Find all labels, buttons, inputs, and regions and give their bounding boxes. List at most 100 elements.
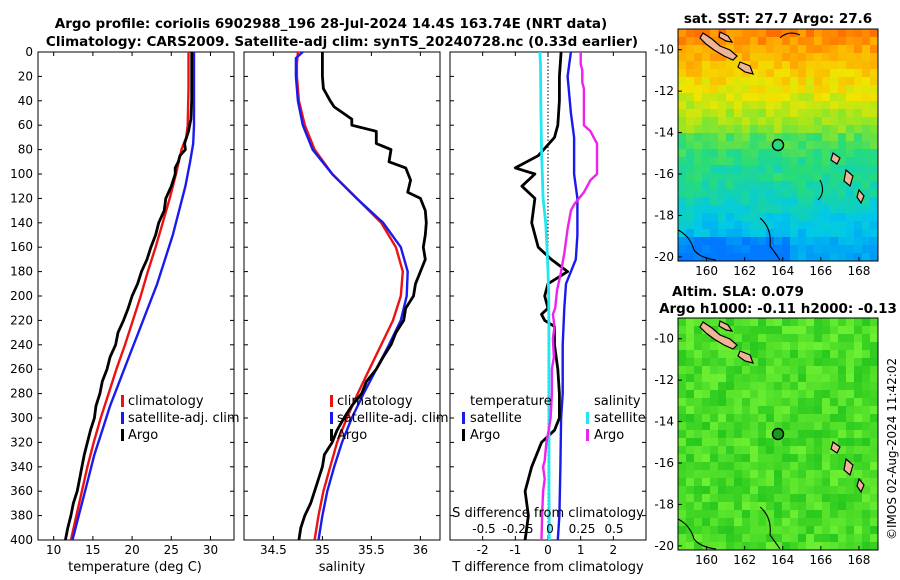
sst-cell — [710, 29, 719, 38]
sla-cell — [782, 470, 791, 479]
sst-cell — [734, 165, 743, 174]
sla-cell — [702, 510, 711, 519]
sla-cell — [694, 422, 703, 431]
sst-cell — [726, 141, 735, 150]
x-tick-label: 35 — [315, 543, 330, 557]
sla-cell — [726, 334, 735, 343]
sla-cell — [798, 422, 807, 431]
sla-cell — [822, 414, 831, 423]
sla-cell — [678, 550, 687, 559]
sst-cell — [742, 117, 751, 126]
sla-cell — [846, 478, 855, 487]
y-tick-label: 280 — [10, 387, 33, 401]
sst-cell — [774, 141, 783, 150]
sst-cell — [830, 197, 839, 206]
sla-cell — [710, 390, 719, 399]
sst-cell — [774, 101, 783, 110]
sst-cell — [806, 101, 815, 110]
sst-cell — [830, 93, 839, 102]
sst-cell — [790, 205, 799, 214]
sla-cell — [702, 438, 711, 447]
sla-cell — [734, 502, 743, 511]
sst-cell — [830, 85, 839, 94]
sst-cell — [678, 117, 687, 126]
sla-cell — [758, 494, 767, 503]
sla-cell — [742, 342, 751, 351]
sla-cell — [718, 550, 727, 559]
sla-cell — [726, 526, 735, 535]
sla-cell — [750, 382, 759, 391]
sst-cell — [806, 189, 815, 198]
sst-cell — [798, 157, 807, 166]
sla-cell — [822, 518, 831, 527]
legend-swatch-argo — [121, 429, 124, 441]
sla-cell — [806, 446, 815, 455]
sla-cell — [782, 318, 791, 327]
sla-cell — [790, 486, 799, 495]
sla-cell — [702, 406, 711, 415]
sla-cell — [766, 382, 775, 391]
sla-cell — [798, 462, 807, 471]
sla-cell — [862, 542, 871, 550]
y-tick-label: 40 — [18, 94, 33, 108]
sst-cell — [798, 141, 807, 150]
sla-cell — [694, 526, 703, 535]
sla-cell — [814, 526, 823, 535]
sla-cell — [862, 350, 871, 359]
sst-cell — [694, 245, 703, 254]
sla-cell — [838, 342, 847, 351]
sla-cell — [838, 542, 847, 550]
sla-cell — [790, 358, 799, 367]
sst-cell — [766, 149, 775, 158]
sla-cell — [790, 430, 799, 439]
sla-cell — [782, 414, 791, 423]
sla-cell — [798, 486, 807, 495]
sla-cell — [766, 470, 775, 479]
sla-cell — [726, 382, 735, 391]
sst-cell — [734, 101, 743, 110]
sla-cell — [678, 334, 687, 343]
sla-cell — [726, 358, 735, 367]
sst-cell — [814, 45, 823, 54]
sst-cell — [758, 37, 767, 46]
legend-swatch-satellite — [121, 412, 124, 424]
sst-cell — [726, 221, 735, 230]
sst-cell — [846, 37, 855, 46]
sla-cell — [766, 454, 775, 463]
sla-cell — [774, 382, 783, 391]
sst-cell — [766, 69, 775, 78]
y-tick-label: 140 — [10, 216, 33, 230]
sla-cell — [750, 478, 759, 487]
sla-cell — [846, 398, 855, 407]
sst-cell — [678, 93, 687, 102]
sst-cell — [862, 229, 871, 238]
sst-cell — [814, 101, 823, 110]
sla-cell — [686, 358, 695, 367]
sst-cell — [686, 69, 695, 78]
sst-cell — [878, 45, 887, 54]
sla-cell — [790, 406, 799, 415]
sla-cell — [710, 510, 719, 519]
sst-cell — [814, 133, 823, 142]
sst-cell — [862, 53, 871, 62]
sst-cell — [846, 53, 855, 62]
sst-cell — [798, 77, 807, 86]
sst-cell — [790, 181, 799, 190]
sla-cell — [694, 518, 703, 527]
sla-cell — [734, 446, 743, 455]
sla-cell — [830, 422, 839, 431]
sst-cell — [742, 237, 751, 246]
sla-cell — [758, 390, 767, 399]
sla-cell — [726, 462, 735, 471]
difference-legend-salinity: salinity satellite Argo — [586, 394, 646, 443]
sst-cell — [774, 221, 783, 230]
sst-cell — [798, 45, 807, 54]
argo-position-marker — [771, 427, 785, 441]
sst-cell — [854, 237, 863, 246]
sst-cell — [758, 261, 767, 270]
sla-cell — [830, 494, 839, 503]
sla-cell — [766, 366, 775, 375]
sst-cell — [846, 69, 855, 78]
sst-cell — [758, 181, 767, 190]
sst-cell — [838, 53, 847, 62]
